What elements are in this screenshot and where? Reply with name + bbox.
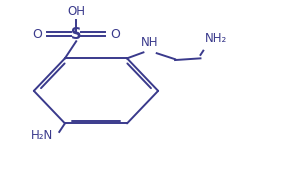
Text: NH₂: NH₂ <box>205 32 227 45</box>
Text: NH: NH <box>141 36 158 49</box>
Text: S: S <box>71 27 82 42</box>
Text: H₂N: H₂N <box>31 129 54 142</box>
Text: O: O <box>110 28 120 41</box>
Text: OH: OH <box>67 5 85 18</box>
Text: O: O <box>33 28 42 41</box>
